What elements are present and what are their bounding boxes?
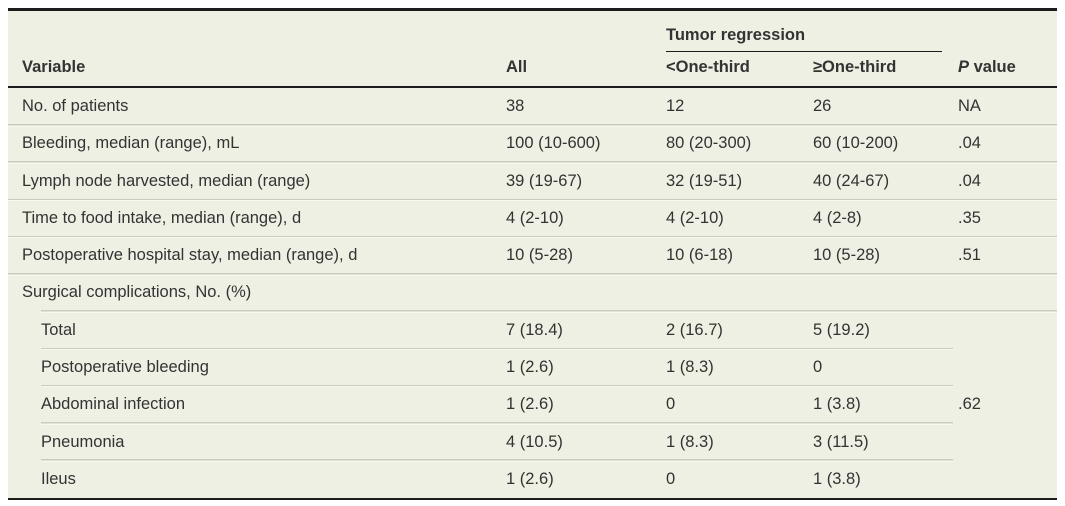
cell-ge-one-third: 3 (11.5) bbox=[813, 432, 869, 451]
p-value-italic-p: P bbox=[958, 58, 970, 76]
row-label: Ileus bbox=[41, 469, 76, 488]
cell-ge-one-third: 60 (10-200) bbox=[813, 134, 899, 153]
row-divider bbox=[8, 124, 1057, 127]
cell-lt-one-third: 1 (8.3) bbox=[666, 432, 714, 451]
cell-ge-one-third: 4 (2-8) bbox=[813, 208, 862, 227]
cell-lt-one-third: 32 (19-51) bbox=[666, 171, 743, 190]
cell-ge-one-third: 1 (3.8) bbox=[813, 469, 861, 488]
cell-p-value: .04 bbox=[958, 171, 981, 190]
row-label: No. of patients bbox=[22, 97, 129, 116]
table-row: No. of patients 38 12 26 NA bbox=[8, 88, 1057, 125]
cell-all: 39 (19-67) bbox=[506, 171, 583, 190]
row-label: Total bbox=[41, 320, 76, 339]
col-header-p-value: P value bbox=[958, 58, 1057, 77]
table-row: Bleeding, median (range), mL 100 (10-600)… bbox=[8, 124, 1057, 162]
table-row: Ileus 1 (2.6) 0 1 (3.8) bbox=[8, 459, 1057, 498]
table-row: Abdominal infection 1 (2.6) 0 1 (3.8) bbox=[8, 384, 1057, 423]
cell-ge-one-third: 40 (24-67) bbox=[813, 171, 890, 190]
cell-all: 7 (18.4) bbox=[506, 320, 563, 339]
table-row: Pneumonia 4 (10.5) 1 (8.3) 3 (11.5) bbox=[8, 422, 1057, 460]
row-label: Postoperative hospital stay, median (ran… bbox=[22, 246, 358, 265]
column-header-row: Variable All <One-third ≥One-third P val… bbox=[8, 49, 1057, 86]
cell-p-value: NA bbox=[958, 97, 981, 116]
row-label: Abdominal infection bbox=[41, 395, 186, 414]
row-divider bbox=[41, 459, 953, 462]
table-row: Lymph node harvested, median (range) 39 (… bbox=[8, 161, 1057, 200]
row-divider bbox=[8, 235, 1057, 239]
row-divider bbox=[41, 310, 1057, 313]
col-header-lt-one-third: <One-third bbox=[666, 58, 750, 76]
row-label: Pneumonia bbox=[41, 432, 125, 451]
cell-all: 1 (2.6) bbox=[506, 395, 554, 414]
cell-ge-one-third: 10 (5-28) bbox=[813, 246, 880, 265]
col-header-all: All bbox=[506, 58, 528, 76]
cell-all: 10 (5-28) bbox=[506, 246, 573, 265]
cell-all: 4 (2-10) bbox=[506, 208, 564, 227]
group-p-value: .62 bbox=[958, 395, 981, 414]
cell-lt-one-third: 1 (8.3) bbox=[666, 358, 714, 377]
cell-lt-one-third: 80 (20-300) bbox=[666, 134, 752, 153]
col-header-variable: Variable bbox=[22, 58, 86, 76]
table-row: Postoperative hospital stay, median (ran… bbox=[8, 235, 1057, 274]
cell-ge-one-third: 26 bbox=[813, 97, 832, 116]
cell-lt-one-third: 4 (2-10) bbox=[666, 208, 724, 227]
cell-lt-one-third: 12 bbox=[666, 97, 685, 116]
col-header-ge-one-third: ≥One-third bbox=[813, 58, 897, 76]
row-divider bbox=[8, 273, 1057, 276]
cell-lt-one-third: 0 bbox=[666, 469, 676, 488]
cell-lt-one-third: 10 (6-18) bbox=[666, 246, 733, 265]
row-label: Time to food intake, median (range), d bbox=[22, 208, 302, 227]
table-bottom-rule bbox=[8, 497, 1057, 500]
cell-p-value: .35 bbox=[958, 208, 981, 227]
table-body: No. of patients 38 12 26 NA Bleeding, median … bbox=[8, 88, 1057, 498]
cell-ge-one-third: 0 bbox=[813, 358, 823, 377]
cell-all: 4 (10.5) bbox=[506, 432, 563, 451]
table-row: Time to food intake, median (range), d 4 … bbox=[8, 198, 1057, 237]
cell-all: 1 (2.6) bbox=[506, 469, 554, 488]
row-label: Postoperative bleeding bbox=[41, 358, 209, 377]
spanner-label: Tumor regression bbox=[666, 25, 806, 44]
row-divider bbox=[41, 384, 953, 388]
cell-all: 38 bbox=[506, 97, 525, 116]
section-row: Surgical complications, No. (%) bbox=[8, 273, 1057, 311]
cell-all: 100 (10-600) bbox=[506, 134, 601, 153]
spanner-tumor-regression: Tumor regression bbox=[666, 20, 942, 52]
cell-ge-one-third: 5 (19.2) bbox=[813, 320, 870, 339]
cell-ge-one-third: 1 (3.8) bbox=[813, 395, 861, 414]
table-top-rule bbox=[8, 8, 1057, 11]
p-value-rest: value bbox=[969, 58, 1016, 76]
row-divider bbox=[41, 347, 953, 351]
table-row: Total 7 (18.4) 2 (16.7) 5 (19.2) bbox=[8, 310, 1057, 349]
cell-lt-one-third: 2 (16.7) bbox=[666, 320, 723, 339]
cell-p-value: .51 bbox=[958, 246, 981, 265]
row-label: Surgical complications, No. (%) bbox=[22, 283, 252, 302]
cell-all: 1 (2.6) bbox=[506, 358, 554, 377]
outcomes-table: Tumor regression Variable All <One-third… bbox=[8, 8, 1057, 500]
row-label: Bleeding, median (range), mL bbox=[22, 134, 240, 153]
cell-p-value: .04 bbox=[958, 134, 981, 153]
row-divider bbox=[8, 198, 1057, 202]
cell-lt-one-third: 0 bbox=[666, 395, 676, 414]
table-row: Postoperative bleeding 1 (2.6) 1 (8.3) 0 bbox=[8, 347, 1057, 386]
row-divider bbox=[8, 161, 1057, 164]
row-label: Lymph node harvested, median (range) bbox=[22, 171, 311, 190]
table-header: Tumor regression Variable All <One-third… bbox=[8, 11, 1057, 88]
row-divider bbox=[41, 422, 953, 425]
